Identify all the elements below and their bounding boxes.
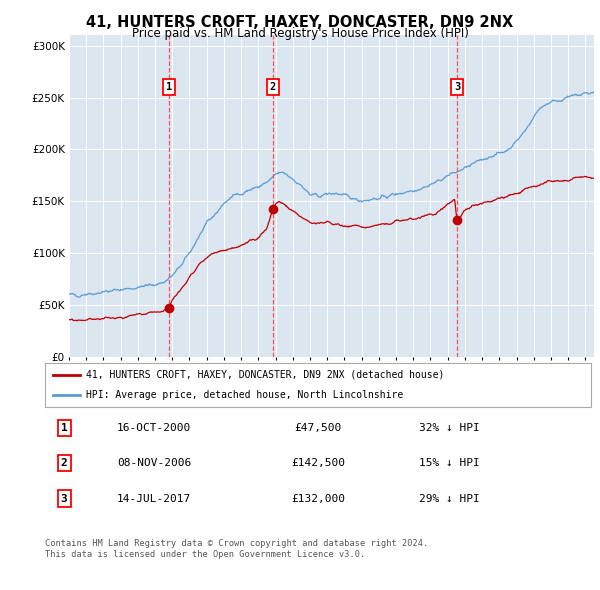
Text: £142,500: £142,500 [291,458,345,468]
Text: £47,500: £47,500 [295,423,341,432]
Text: 41, HUNTERS CROFT, HAXEY, DONCASTER, DN9 2NX: 41, HUNTERS CROFT, HAXEY, DONCASTER, DN9… [86,15,514,30]
Text: 1: 1 [61,423,67,432]
Text: £132,000: £132,000 [291,494,345,503]
Text: 3: 3 [454,82,460,92]
Text: 2: 2 [270,82,276,92]
Text: 2: 2 [61,458,67,468]
Text: 08-NOV-2006: 08-NOV-2006 [117,458,191,468]
Text: 14-JUL-2017: 14-JUL-2017 [117,494,191,503]
Text: 41, HUNTERS CROFT, HAXEY, DONCASTER, DN9 2NX (detached house): 41, HUNTERS CROFT, HAXEY, DONCASTER, DN9… [86,370,445,380]
Text: This data is licensed under the Open Government Licence v3.0.: This data is licensed under the Open Gov… [45,550,365,559]
Text: 32% ↓ HPI: 32% ↓ HPI [419,423,479,432]
Text: 3: 3 [61,494,67,503]
Text: 16-OCT-2000: 16-OCT-2000 [117,423,191,432]
Text: 1: 1 [166,82,172,92]
Text: 29% ↓ HPI: 29% ↓ HPI [419,494,479,503]
Text: 15% ↓ HPI: 15% ↓ HPI [419,458,479,468]
Text: Price paid vs. HM Land Registry's House Price Index (HPI): Price paid vs. HM Land Registry's House … [131,27,469,40]
Text: Contains HM Land Registry data © Crown copyright and database right 2024.: Contains HM Land Registry data © Crown c… [45,539,428,548]
Text: HPI: Average price, detached house, North Lincolnshire: HPI: Average price, detached house, Nort… [86,390,403,400]
